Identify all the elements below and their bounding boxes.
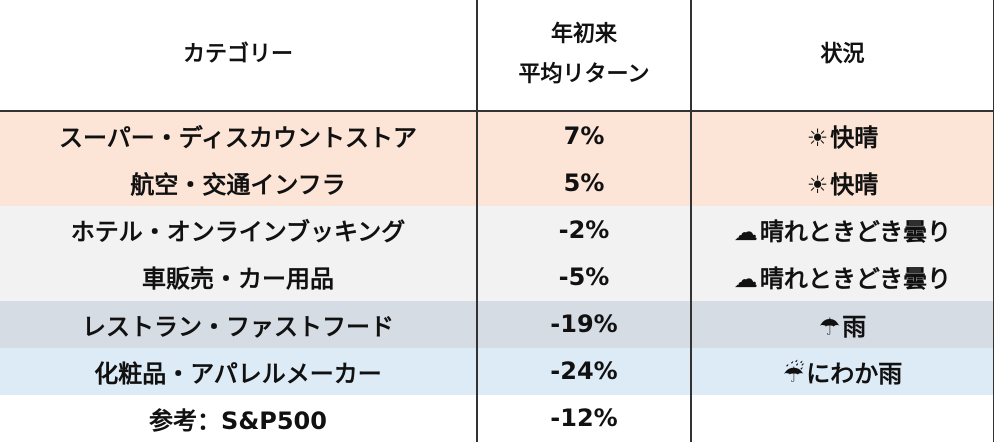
status-cell: ☂雨 <box>691 300 994 348</box>
table-row: ホテル・オンラインブッキング -2% ☁晴れときどき曇り <box>0 206 994 254</box>
rain-icon: ☔ <box>782 359 805 388</box>
status-cell: ☀快晴 <box>691 111 994 160</box>
sun-icon: ☀ <box>806 124 829 153</box>
cloud-icon: ☁ <box>733 218 758 247</box>
status-label: 快晴 <box>830 171 879 200</box>
category-cell: 参考：S&P500 <box>0 394 477 442</box>
return-cell: -5% <box>476 253 692 301</box>
category-cell: 航空・交通インフラ <box>0 159 477 207</box>
category-cell: 車販売・カー用品 <box>0 253 477 301</box>
category-cell: ホテル・オンラインブッキング <box>0 206 477 254</box>
category-cell: スーパー・ディスカウントストア <box>0 111 477 160</box>
status-cell: ☁晴れときどき曇り <box>691 253 994 301</box>
cloud-icon: ☁ <box>733 265 758 294</box>
return-cell: -19% <box>476 300 692 348</box>
umbrella-icon: ☂ <box>818 312 841 341</box>
category-cell: レストラン・ファストフード <box>0 300 477 348</box>
category-cell: 化粧品・アパレルメーカー <box>0 347 477 395</box>
status-cell: ☀快晴 <box>691 159 994 207</box>
table-row: 参考：S&P500 -12% <box>0 394 994 442</box>
status-cell <box>691 394 994 442</box>
return-cell: 5% <box>476 159 692 207</box>
table-row: レストラン・ファストフード -19% ☂雨 <box>0 300 994 348</box>
status-label: 晴れときどき曇り <box>759 265 952 294</box>
header-category: カテゴリー <box>0 0 477 112</box>
header-row: カテゴリー 年初来 平均リターン 状況 <box>0 0 994 112</box>
status-label: にわか雨 <box>806 359 903 388</box>
return-cell: -2% <box>476 206 692 254</box>
status-cell: ☁晴れときどき曇り <box>691 206 994 254</box>
table-row: 航空・交通インフラ 5% ☀快晴 <box>0 159 994 207</box>
header-ytd-line1: 年初来 <box>550 22 617 47</box>
table-row: 車販売・カー用品 -5% ☁晴れときどき曇り <box>0 253 994 301</box>
table-row: スーパー・ディスカウントストア 7% ☀快晴 <box>0 111 994 160</box>
header-ytd-line2: 平均リターン <box>518 62 650 87</box>
table-row: 化粧品・アパレルメーカー -24% ☔にわか雨 <box>0 347 994 395</box>
return-cell: 7% <box>476 111 692 160</box>
status-label: 快晴 <box>830 124 879 153</box>
status-label: 雨 <box>842 312 867 341</box>
header-status: 状況 <box>691 0 994 112</box>
status-cell: ☔にわか雨 <box>691 347 994 395</box>
sun-icon: ☀ <box>806 171 829 200</box>
status-label: 晴れときどき曇り <box>759 218 952 247</box>
return-cell: -12% <box>476 394 692 442</box>
header-ytd-return: 年初来 平均リターン <box>476 0 692 112</box>
return-cell: -24% <box>476 347 692 395</box>
